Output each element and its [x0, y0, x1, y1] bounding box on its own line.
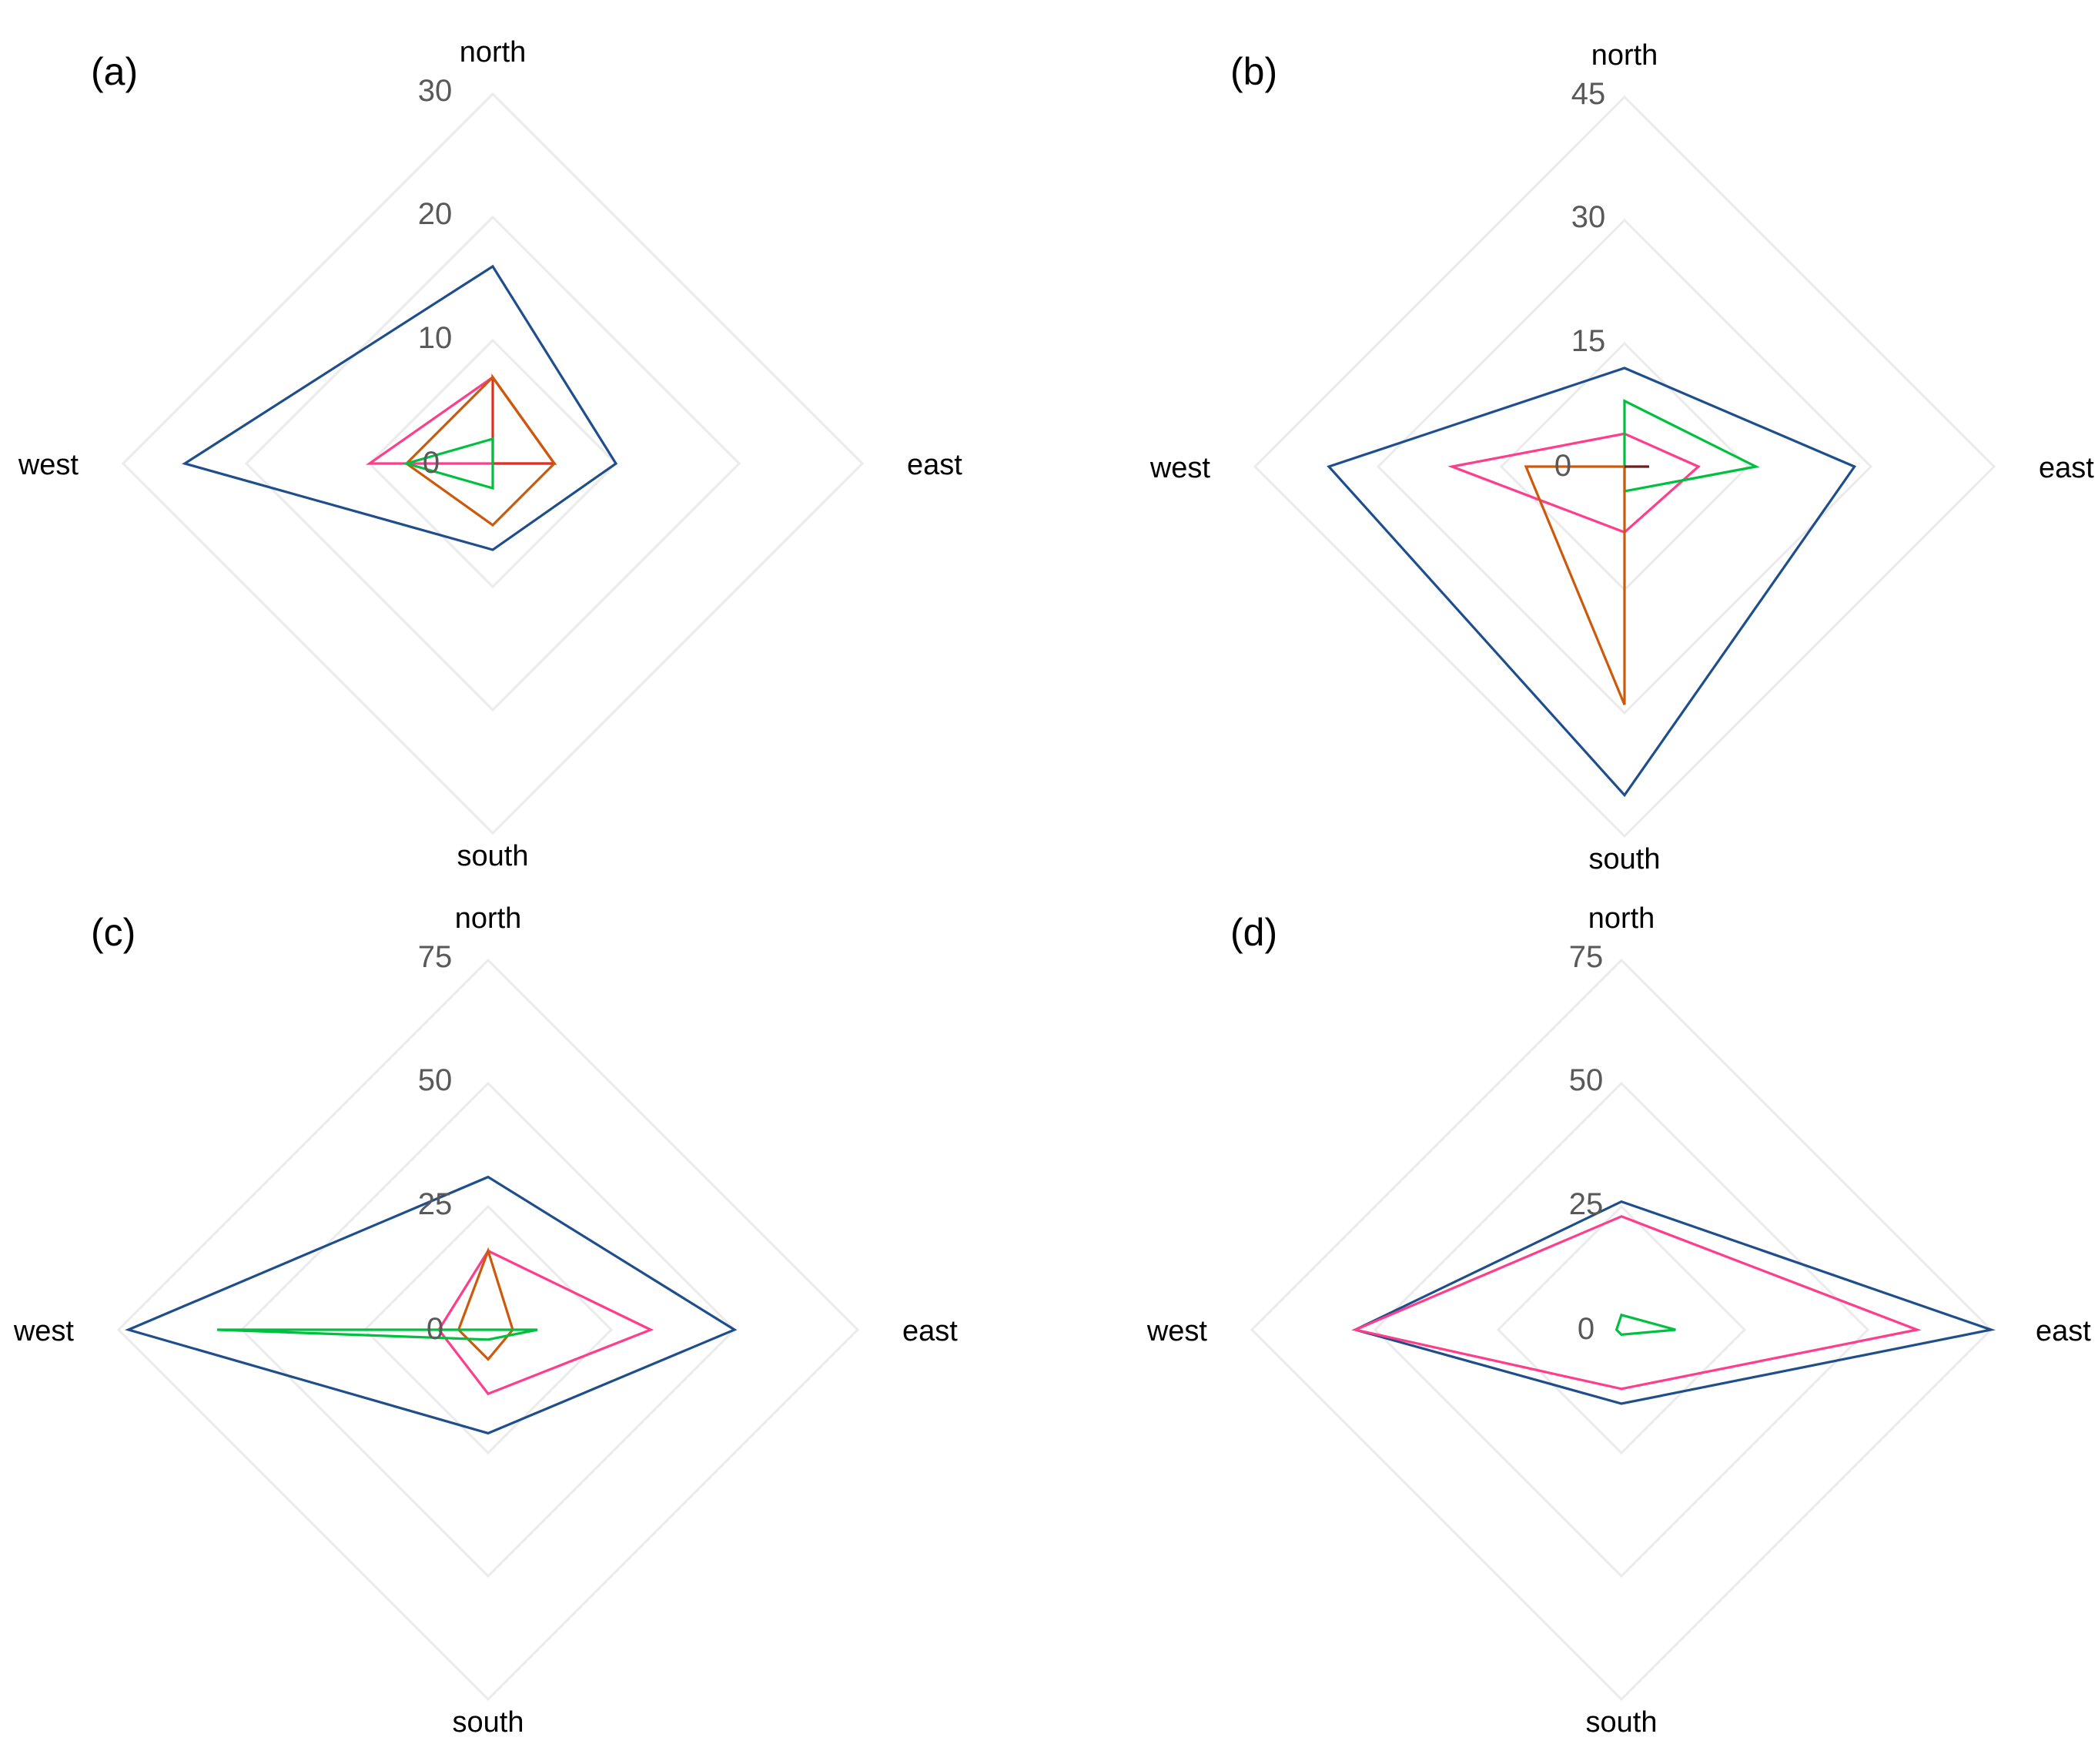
grid-ring [1496, 1204, 1747, 1455]
tick-label: 50 [1569, 1063, 1604, 1097]
axis-label-east: east [902, 1315, 958, 1347]
axis-label-east: east [2036, 1315, 2091, 1347]
tick-label: 75 [418, 940, 453, 974]
series-line-3 [457, 1247, 514, 1361]
series-line-1 [1327, 367, 1857, 798]
grid-ring [1253, 95, 1996, 838]
grid-ring [116, 958, 860, 1702]
tick-label: 30 [418, 74, 453, 108]
panel-label: (b) [1230, 50, 1277, 93]
axis-label-south: south [453, 1706, 524, 1739]
panel-label: (d) [1230, 911, 1277, 954]
axis-label-west: west [1146, 1315, 1208, 1347]
grid-ring [363, 1204, 614, 1455]
grid-ring [121, 92, 865, 835]
tick-label: 50 [418, 1063, 453, 1097]
axis-label-west: west [13, 1315, 75, 1347]
tick-label: 25 [418, 1187, 453, 1221]
tick-label: 0 [1578, 1312, 1594, 1346]
axis-label-north: north [1591, 39, 1658, 72]
grid-ring [1376, 218, 1873, 715]
series-line-2 [1351, 1215, 1922, 1391]
axis-label-east: east [907, 449, 962, 481]
axis-label-west: west [18, 449, 79, 481]
series-line-1 [1351, 1200, 1996, 1405]
tick-label: 0 [423, 446, 440, 480]
tick-label: 0 [427, 1312, 443, 1346]
grid-ring [1250, 958, 1993, 1702]
series-line-3 [1614, 1313, 1676, 1337]
tick-label: 20 [418, 197, 453, 231]
series-line-4 [404, 375, 557, 527]
tick-label: 0 [1554, 449, 1571, 483]
series-line-5 [402, 437, 494, 490]
axis-label-north: north [455, 902, 522, 935]
radar-panel-4: 0 25 50 75 north east south west (d) [1146, 902, 2091, 1739]
tick-label: 15 [1571, 324, 1606, 358]
axis-label-north: north [460, 36, 527, 69]
tick-label: 75 [1569, 940, 1604, 974]
series-line-2 [437, 1249, 654, 1396]
series-line-1 [125, 1175, 738, 1435]
axis-label-east: east [2039, 452, 2094, 484]
axis-label-south: south [1589, 843, 1661, 875]
series-line-1 [182, 264, 618, 551]
panel-label: (a) [91, 50, 138, 93]
axis-label-west: west [1149, 452, 1211, 484]
series-line-2 [365, 375, 557, 465]
axis-label-north: north [1588, 902, 1655, 935]
tick-label: 30 [1571, 200, 1606, 234]
grid-ring [1373, 1081, 1870, 1578]
series-line-4 [1524, 465, 1626, 705]
axis-label-south: south [1586, 1706, 1658, 1739]
radar-panel-2: 0 15 30 45 north east south west (b) [1149, 39, 2094, 875]
panel-label: (c) [91, 911, 136, 954]
tick-label: 25 [1569, 1187, 1604, 1221]
grid-ring [367, 338, 618, 589]
grid-ring [244, 215, 741, 712]
series-line-4 [216, 1328, 538, 1341]
series-line-2 [1447, 432, 1701, 534]
tick-label: 45 [1571, 77, 1606, 111]
tick-label: 10 [418, 321, 453, 355]
axis-label-south: south [457, 840, 529, 872]
